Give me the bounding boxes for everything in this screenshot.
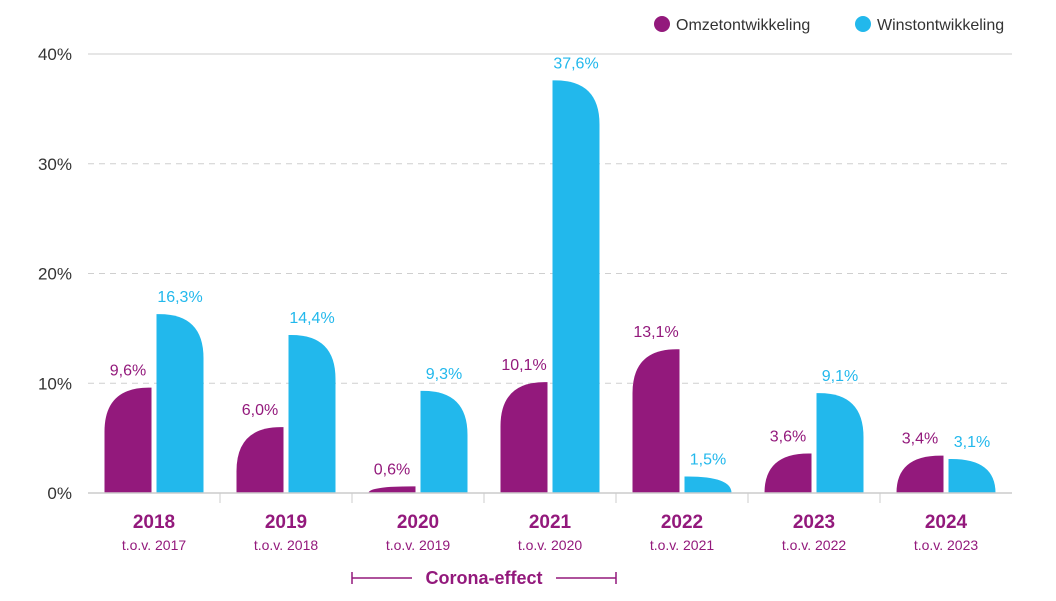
x-sublabel-2018: t.o.v. 2017 bbox=[122, 537, 187, 553]
bar-winst-2018 bbox=[156, 314, 204, 493]
bar-omzet-2020 bbox=[368, 486, 416, 493]
data-label-omzet-2024: 3,4% bbox=[902, 431, 938, 448]
data-label-omzet-2023: 3,6% bbox=[770, 428, 806, 445]
corona-annotation: Corona-effect bbox=[351, 568, 617, 588]
x-tick-label-2024: 2024 bbox=[925, 512, 968, 533]
x-sublabel-2024: t.o.v. 2023 bbox=[914, 537, 979, 553]
x-tick-label-2020: 2020 bbox=[397, 512, 439, 533]
y-tick-label: 0% bbox=[47, 484, 72, 503]
data-label-winst-2019: 14,4% bbox=[289, 310, 334, 327]
bar-winst-2024 bbox=[948, 458, 996, 493]
y-tick-label: 40% bbox=[38, 45, 72, 64]
x-sublabel-2023: t.o.v. 2022 bbox=[782, 537, 847, 553]
x-tick-label-2019: 2019 bbox=[265, 512, 307, 533]
y-tick-label: 20% bbox=[38, 265, 72, 284]
data-label-omzet-2021: 10,1% bbox=[501, 357, 546, 374]
legend-swatch-winst bbox=[855, 16, 871, 32]
y-tick-label: 30% bbox=[38, 155, 72, 174]
x-sublabel-2020: t.o.v. 2019 bbox=[386, 537, 451, 553]
corona-effect-label: Corona-effect bbox=[425, 568, 542, 588]
bar-omzet-2023 bbox=[764, 453, 812, 493]
x-sublabel-2022: t.o.v. 2021 bbox=[650, 537, 715, 553]
bar-winst-2021 bbox=[552, 80, 600, 493]
data-label-omzet-2018: 9,6% bbox=[110, 363, 146, 380]
bar-omzet-2019 bbox=[236, 427, 284, 493]
x-tick-label-2018: 2018 bbox=[133, 512, 175, 533]
data-labels: 9,6% 16,3% 6,0% 14,4% 0,6% 9,3% 10,1% 37,6% 13,1… bbox=[110, 55, 990, 478]
data-label-winst-2022: 1,5% bbox=[690, 452, 726, 469]
gridlines bbox=[88, 53, 1012, 384]
bar-omzet-2021 bbox=[500, 382, 548, 493]
bars bbox=[104, 80, 996, 493]
bar-winst-2020 bbox=[420, 390, 468, 493]
bar-winst-2023 bbox=[816, 393, 864, 493]
legend-label-winst: Winstontwikkeling bbox=[877, 17, 1004, 34]
x-sublabel-2021: t.o.v. 2020 bbox=[518, 537, 583, 553]
data-label-omzet-2019: 6,0% bbox=[242, 402, 278, 419]
bar-omzet-2022 bbox=[632, 349, 680, 493]
y-axis: 0% 10% 20% 30% 40% bbox=[38, 45, 72, 503]
data-label-winst-2023: 9,1% bbox=[822, 368, 858, 385]
data-label-winst-2021: 37,6% bbox=[553, 55, 598, 72]
x-sublabel-2019: t.o.v. 2018 bbox=[254, 537, 319, 553]
legend-label-omzet: Omzetontwikkeling bbox=[676, 17, 810, 34]
bar-omzet-2024 bbox=[896, 455, 944, 493]
bar-winst-2022 bbox=[684, 476, 732, 493]
legend: Omzetontwikkeling Winstontwikkeling bbox=[654, 16, 1004, 34]
data-label-omzet-2020: 0,6% bbox=[374, 461, 410, 478]
x-axis: 2018 t.o.v. 2017 2019 t.o.v. 2018 2020 t.o.v.… bbox=[88, 492, 1012, 553]
bar-winst-2019 bbox=[288, 334, 336, 493]
data-label-winst-2024: 3,1% bbox=[954, 434, 990, 451]
x-tick-label-2022: 2022 bbox=[661, 512, 703, 533]
y-tick-label: 10% bbox=[38, 374, 72, 393]
legend-swatch-omzet bbox=[654, 16, 670, 32]
x-tick-label-2023: 2023 bbox=[793, 512, 835, 533]
data-label-omzet-2022: 13,1% bbox=[633, 324, 678, 341]
x-tick-label-2021: 2021 bbox=[529, 512, 572, 533]
bar-omzet-2018 bbox=[104, 387, 152, 493]
data-label-winst-2020: 9,3% bbox=[426, 366, 462, 383]
data-label-winst-2018: 16,3% bbox=[157, 289, 202, 306]
